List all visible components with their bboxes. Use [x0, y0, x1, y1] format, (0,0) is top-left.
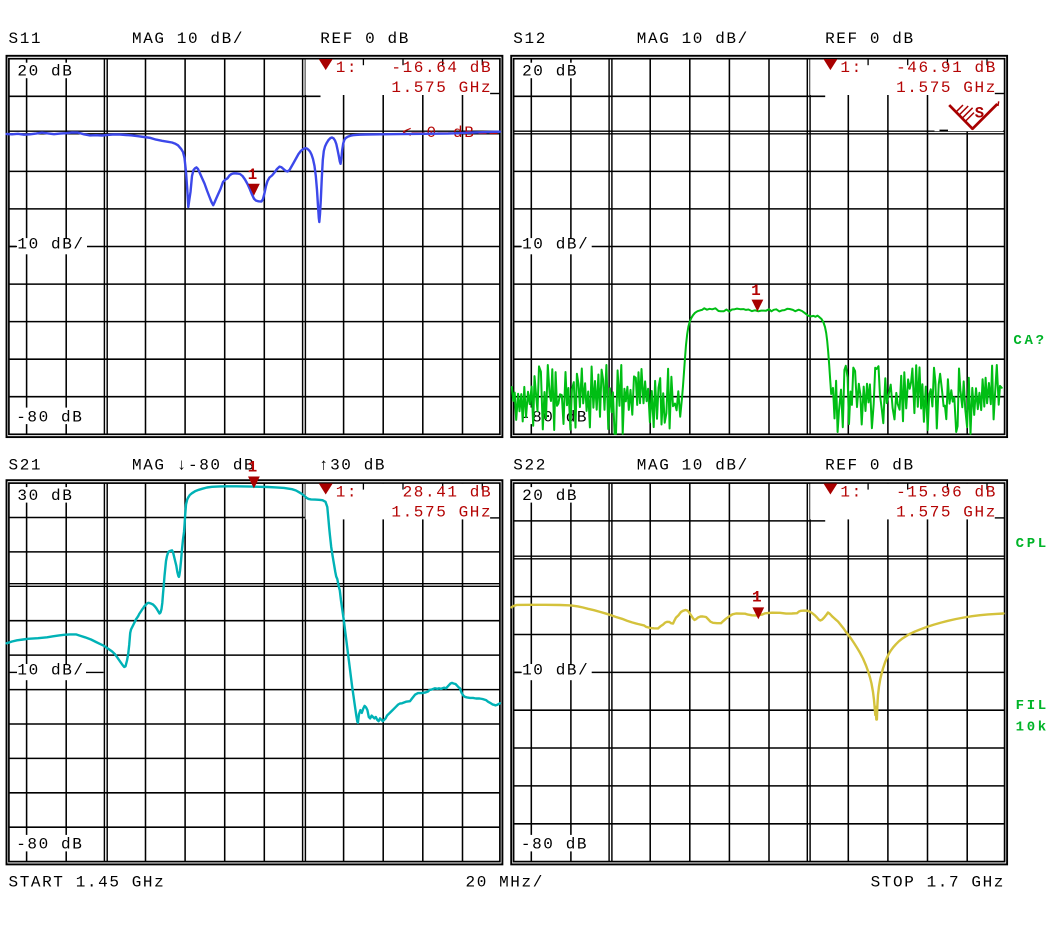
svg-text:MAG ↓-80 dB: MAG ↓-80 dB — [132, 457, 255, 475]
svg-text:1:: 1: — [840, 59, 862, 77]
svg-text:-15.96 dB: -15.96 dB — [896, 483, 997, 501]
svg-text:S22: S22 — [513, 457, 547, 475]
svg-text:-80 dB: -80 dB — [16, 836, 83, 854]
svg-text:CA?: CA? — [1013, 333, 1046, 349]
svg-text:STOP 1.7 GHz: STOP 1.7 GHz — [871, 873, 1005, 891]
svg-text:MAG 10 dB/: MAG 10 dB/ — [132, 30, 244, 48]
svg-text:MAG 10 dB/: MAG 10 dB/ — [637, 457, 749, 475]
svg-text:20 MHz/: 20 MHz/ — [466, 873, 544, 891]
svg-text:10 dB/: 10 dB/ — [522, 661, 589, 679]
svg-text:1: 1 — [752, 588, 763, 606]
svg-text:REF 0 dB: REF 0 dB — [320, 30, 410, 48]
svg-text:1.575 GHz: 1.575 GHz — [391, 503, 492, 521]
svg-text:CPL: CPL — [1016, 536, 1049, 552]
svg-text:S21: S21 — [9, 457, 43, 475]
svg-text:1.575 GHz: 1.575 GHz — [896, 503, 997, 521]
svg-text:REF 0 dB: REF 0 dB — [825, 30, 915, 48]
svg-text:1:: 1: — [336, 483, 358, 501]
svg-text:MAG 10 dB/: MAG 10 dB/ — [637, 30, 749, 48]
svg-text:1.575 GHz: 1.575 GHz — [391, 79, 492, 97]
svg-text:-46.91 dB: -46.91 dB — [896, 59, 997, 77]
svg-text:1:: 1: — [840, 483, 862, 501]
svg-text:REF 0 dB: REF 0 dB — [825, 457, 915, 475]
svg-text:1.575 GHz: 1.575 GHz — [896, 79, 997, 97]
svg-text:S12: S12 — [513, 30, 547, 48]
svg-text:1: 1 — [248, 459, 259, 477]
svg-text:30 dB: 30 dB — [17, 487, 73, 505]
svg-text:10k: 10k — [1016, 719, 1049, 735]
svg-text:10 dB/: 10 dB/ — [17, 236, 84, 254]
svg-text:↑30 dB: ↑30 dB — [319, 457, 386, 475]
svg-text:28.41 dB: 28.41 dB — [403, 483, 493, 501]
svg-text:10 dB/: 10 dB/ — [522, 236, 589, 254]
svg-text:1: 1 — [248, 166, 259, 184]
svg-text:-80 dB: -80 dB — [16, 408, 83, 426]
svg-text:S11: S11 — [9, 30, 43, 48]
svg-text:1:: 1: — [336, 59, 358, 77]
svg-text:20 dB: 20 dB — [522, 63, 578, 81]
svg-text:20 dB: 20 dB — [522, 487, 578, 505]
svg-text:-80 dB: -80 dB — [521, 836, 588, 854]
svg-text:START 1.45 GHz: START 1.45 GHz — [9, 873, 166, 891]
svg-text:20 dB: 20 dB — [17, 63, 73, 81]
svg-text:S: S — [975, 105, 984, 123]
svg-text:-16.64 dB: -16.64 dB — [391, 59, 492, 77]
svg-text:FIL: FIL — [1016, 698, 1049, 714]
svg-text:10 dB/: 10 dB/ — [17, 661, 84, 679]
svg-text:1: 1 — [751, 282, 762, 300]
